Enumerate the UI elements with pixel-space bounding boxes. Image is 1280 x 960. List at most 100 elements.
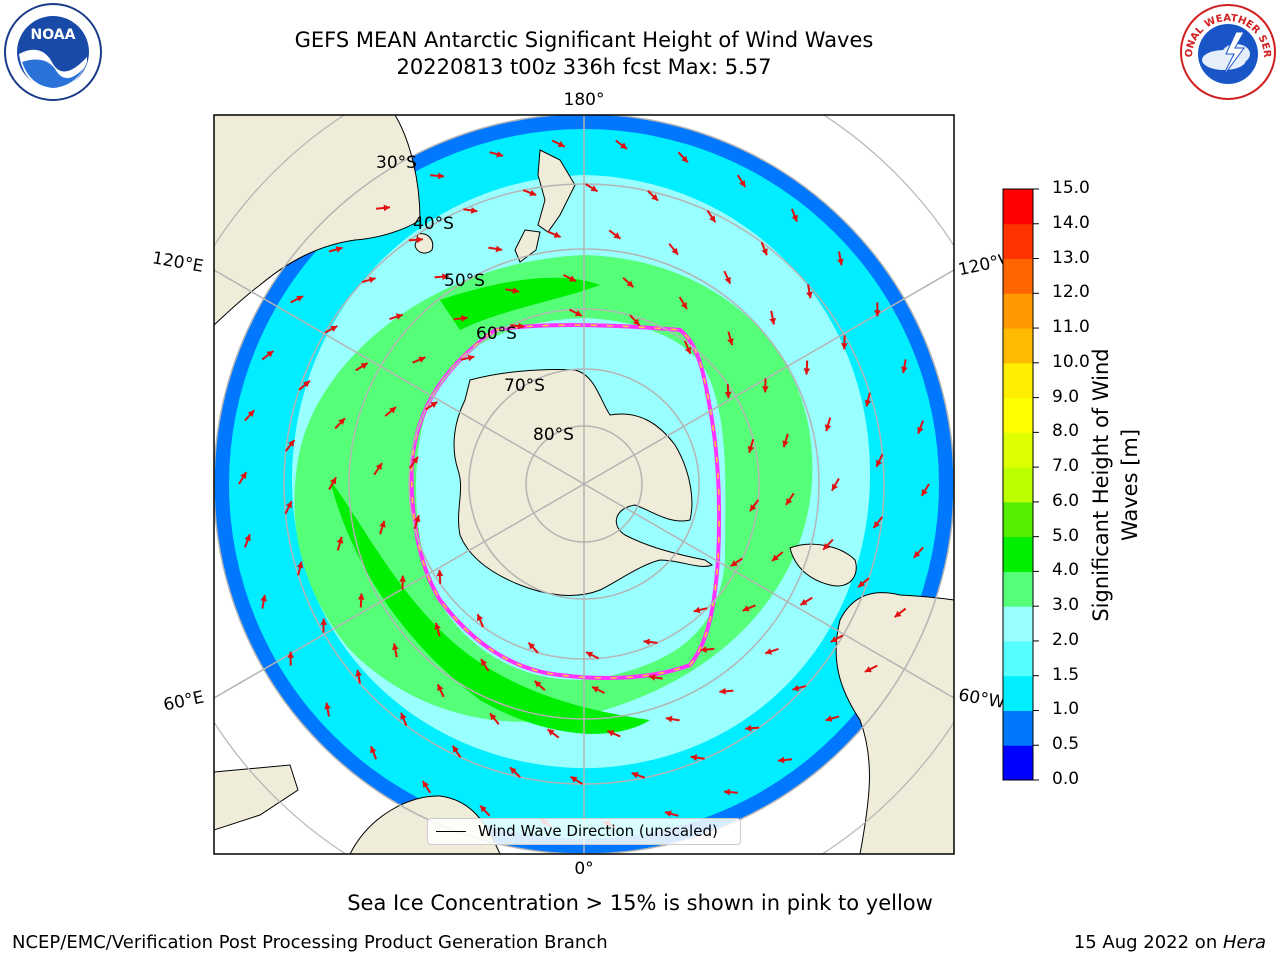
colorbar-title-line2: Waves [m] <box>1118 428 1142 542</box>
wind-wave-arrowhead <box>921 488 928 496</box>
wind-wave-arrowhead <box>296 295 304 302</box>
graticule <box>214 115 954 854</box>
wind-wave-arrowhead <box>825 715 833 722</box>
wind-wave-arrowhead <box>452 745 459 753</box>
land-madagascar <box>214 764 299 831</box>
colorbar-tick-label: 1.0 <box>1052 699 1080 720</box>
lat-label-30s: 30°S <box>376 153 417 173</box>
wind-wave-arrowhead <box>765 648 773 655</box>
wind-wave-arrowhead <box>476 614 484 622</box>
wind-wave-arrowhead <box>858 580 865 588</box>
wind-wave-arrowhead <box>681 155 688 163</box>
wind-wave-arrowhead <box>648 674 656 681</box>
colorbar-segment <box>1003 397 1033 433</box>
wind-wave-arrowhead <box>570 776 578 783</box>
colorbar-segment <box>1003 745 1033 781</box>
wind-wave-arrowhead <box>643 638 650 646</box>
wind-wave-arrowhead <box>512 287 520 294</box>
wind-wave-arrowhead <box>590 185 598 192</box>
wind-wave-arrowhead <box>831 483 838 491</box>
colorbar-tick-label: 0.5 <box>1052 734 1080 755</box>
wind-wave-arrowhead <box>778 756 785 764</box>
sea-ice-note: Sea Ice Concentration > 15% is shown in … <box>347 891 933 915</box>
wind-wave-arrowhead <box>467 354 475 362</box>
colorbar-frame <box>1002 188 1034 781</box>
lon-label-60w: 60°W <box>957 685 1007 713</box>
wind-wave-arrowhead <box>730 560 738 567</box>
colorbar-segment <box>1003 710 1033 746</box>
colorbar-title-line1: Significant Height of Wind <box>1089 348 1113 622</box>
wind-wave-arrowhead <box>480 805 487 813</box>
wind-wave-arrowhead <box>287 651 294 658</box>
wind-wave-arrowhead <box>461 315 468 322</box>
lon-label-0: 0° <box>574 859 593 879</box>
wind-wave-arrowhead <box>481 659 488 666</box>
wind-wave-arrowhead <box>664 810 672 817</box>
wind-wave-arrowhead <box>528 642 536 650</box>
wind-wave-arrowhead <box>395 313 403 320</box>
machine-name: Hera <box>1222 932 1266 953</box>
wind-wave-arrowhead <box>529 189 537 197</box>
wind-wave-arrowhead <box>370 746 377 754</box>
colorbar-tick-label: 2.0 <box>1052 629 1080 650</box>
wind-wave-arrowhead <box>876 459 883 467</box>
wind-wave-arrowhead <box>719 687 726 695</box>
wind-wave-arrowhead <box>632 318 640 326</box>
wind-wave-arrowhead <box>557 140 565 147</box>
wind-wave-arrowhead <box>613 232 621 239</box>
wind-wave-arrowhead <box>806 291 813 299</box>
wind-wave-arrowhead <box>586 651 594 658</box>
colorbar-segment <box>1003 606 1033 642</box>
wind-wave-arrowhead <box>769 317 776 325</box>
wind-wave-arrowhead <box>913 551 921 558</box>
wind-wave-arrowhead <box>338 418 345 425</box>
colorbar-tick-label: 12.0 <box>1052 282 1090 303</box>
lon-label-60e: 60°E <box>162 687 206 715</box>
wind-wave-arrowhead <box>303 380 310 388</box>
colorbar-segment <box>1003 258 1033 294</box>
wind-wave-arrowhead <box>553 231 561 238</box>
wind-wave-arrowhead <box>791 214 798 222</box>
wind-wave-arrowhead <box>430 401 438 408</box>
wind-wave-arrowhead <box>693 606 701 614</box>
wind-wave-arrowhead <box>360 363 368 370</box>
wind-wave-arrowhead <box>782 440 789 448</box>
wind-wave-arrowhead <box>368 276 376 284</box>
wind-wave-arrowhead <box>690 754 698 761</box>
date-text: 15 Aug 2022 on <box>1073 932 1223 953</box>
wind-wave-arrowhead <box>547 729 555 736</box>
wind-wave-arrowhead <box>771 554 779 561</box>
colorbar-segment <box>1003 640 1033 677</box>
lat-label-40s: 40°S <box>413 214 454 234</box>
colorbar-segment <box>1003 571 1033 607</box>
wind-wave-arrowhead <box>620 142 627 149</box>
wind-wave-arrowhead <box>745 724 752 732</box>
wind-wave-arrowhead <box>399 575 406 582</box>
lat-label-50s: 50°S <box>444 271 485 291</box>
wind-wave-arrowhead <box>411 456 419 464</box>
colorbar-tick-label: 1.5 <box>1052 664 1080 685</box>
colorbar-tick-label: 11.0 <box>1052 317 1090 338</box>
chart-subtitle: 20220813 t00z 336h fcst Max: 5.57 <box>396 55 772 79</box>
wind-wave-arrowhead <box>357 593 365 600</box>
wind-wave-arrowhead <box>266 350 274 358</box>
colorbar-tick-label: 10.0 <box>1052 351 1090 372</box>
wind-wave-arrowhead <box>747 445 755 453</box>
wind-wave-arrowhead <box>336 536 344 544</box>
wind-wave-arrowhead <box>803 368 811 375</box>
wind-wave-arrowhead <box>442 273 449 281</box>
colorbar-tick-label: 7.0 <box>1052 456 1080 477</box>
wind-wave-arrowhead <box>761 248 768 256</box>
land-south-america <box>835 592 954 854</box>
wind-wave-arrowhead <box>495 245 503 253</box>
wind-wave-arrowhead <box>792 684 800 692</box>
wind-wave-arrowhead <box>383 204 390 212</box>
wind-wave-arrowhead <box>680 302 687 309</box>
wind-wave-arrowhead <box>631 771 639 779</box>
land-antarctica <box>453 368 714 596</box>
wind-wave-arrowhead <box>355 669 362 677</box>
colorbar-segment <box>1003 675 1033 711</box>
wind-wave-arrowhead <box>320 618 327 625</box>
wind-wave-arrowhead <box>569 275 576 282</box>
wind-wave-arrowhead <box>400 712 407 720</box>
